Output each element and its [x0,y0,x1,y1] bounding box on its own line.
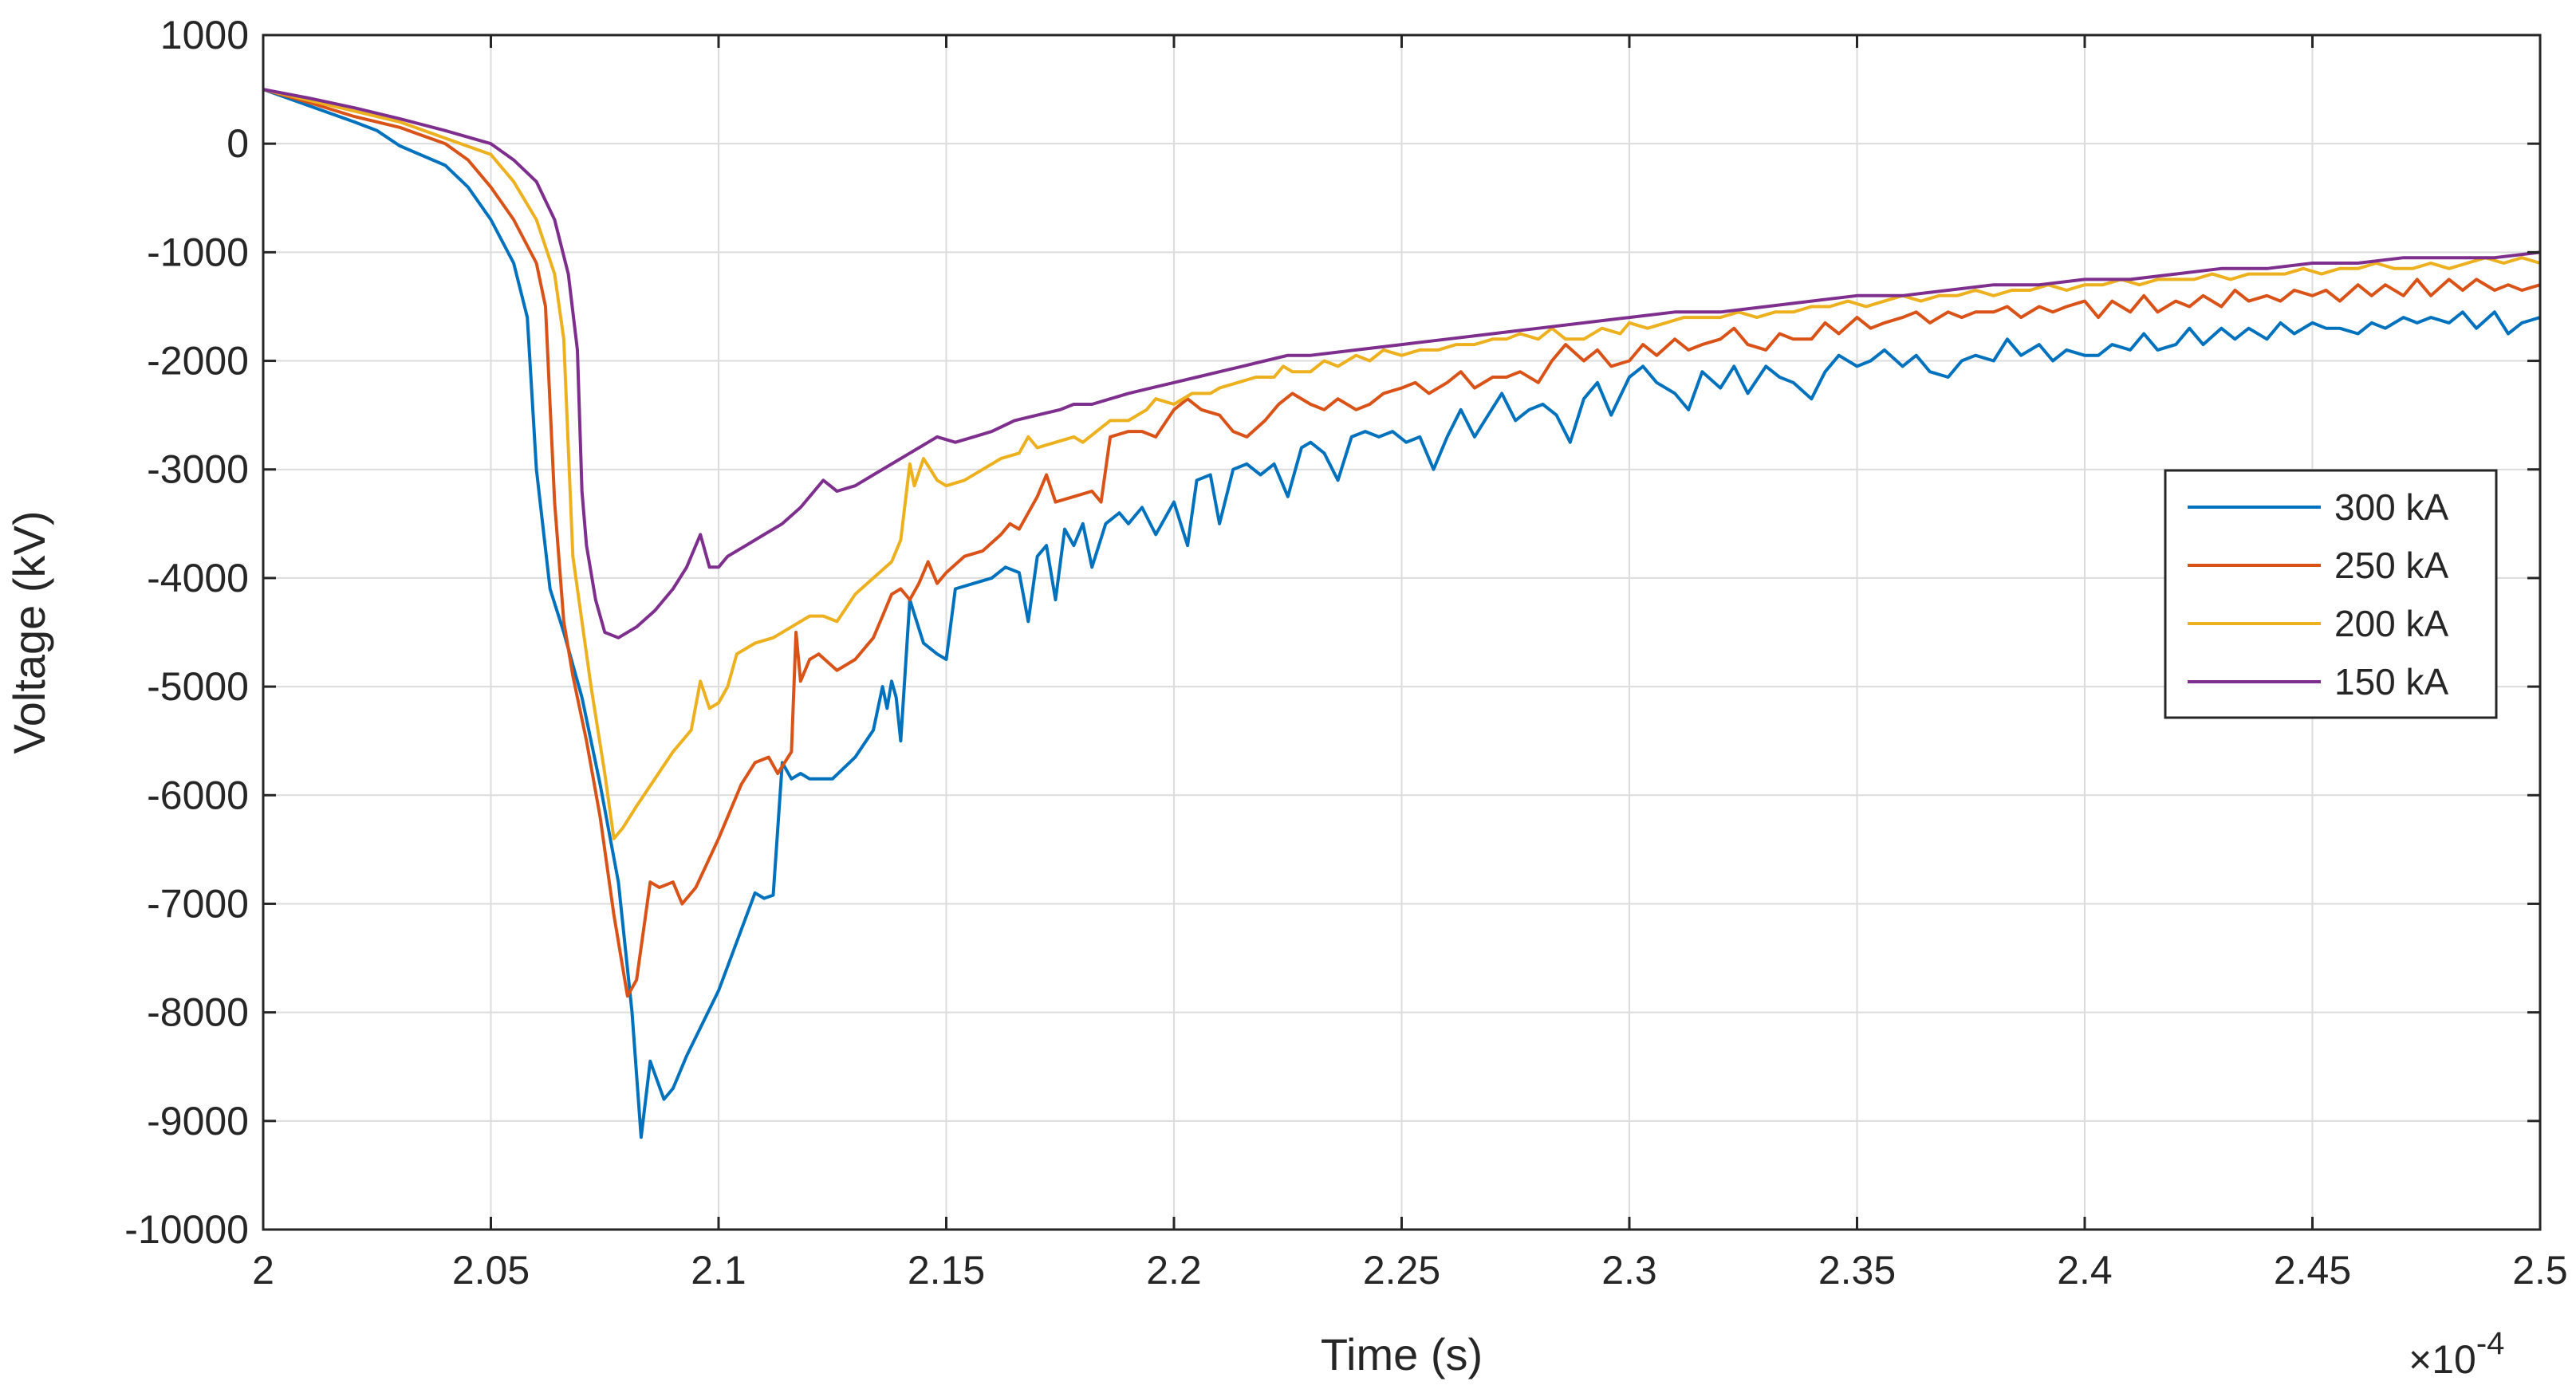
y-tick-label: -2000 [147,339,249,384]
x-tick-label: 2.45 [2274,1248,2351,1293]
x-tick-label: 2 [252,1248,274,1293]
x-tick-label: 2.1 [691,1248,746,1293]
series-line [262,88,2541,639]
y-tick-label: -9000 [147,1099,249,1143]
x-tick-label: 2.35 [1818,1248,1896,1293]
series-lines [262,88,2541,1139]
y-tick-label: -1000 [147,230,249,274]
series-line [262,88,2541,998]
y-tick-label: -7000 [147,881,249,926]
legend-label: 200 kA [2334,603,2449,644]
legend-box [2164,469,2498,719]
x-tick-label: 2.15 [908,1248,985,1293]
y-tick-label: -8000 [147,990,249,1035]
x-axis-multiplier-exponent: -4 [2476,1326,2505,1361]
x-tick-label: 2.4 [2057,1248,2113,1293]
y-axis-label: Voltage (kV) [4,510,54,754]
y-tick-label: -3000 [147,447,249,492]
legend-label: 250 kA [2334,545,2449,586]
x-axis-label: Time (s) [1321,1329,1483,1379]
x-tick-label: 2.05 [452,1248,530,1293]
series-line [262,88,2541,1139]
x-tick-label: 2.5 [2512,1248,2568,1293]
x-tick-label: 2.2 [1146,1248,1202,1293]
y-tick-label: 1000 [160,13,249,57]
y-tick-label: 0 [226,121,249,166]
series-line [262,88,2541,840]
x-axis-multiplier-base: ×10 [2409,1337,2476,1382]
axis-ticks: 2 2.05 2.1 2.15 2.2 2.25 2.3 2.35 2.4 2.45 2.5 1000… [124,13,2567,1293]
y-tick-label: -5000 [147,664,249,709]
legend-label: 300 kA [2334,486,2449,528]
legend: 300 kA 250 kA 200 kA 150 kA [2164,469,2498,719]
x-tick-label: 2.3 [1601,1248,1657,1293]
y-tick-label: -10000 [124,1207,249,1252]
y-tick-label: -6000 [147,773,249,817]
legend-label: 150 kA [2334,661,2449,702]
y-tick-label: -4000 [147,556,249,600]
x-tick-label: 2.25 [1363,1248,1440,1293]
x-axis-multiplier: ×10-4 [2409,1326,2504,1382]
